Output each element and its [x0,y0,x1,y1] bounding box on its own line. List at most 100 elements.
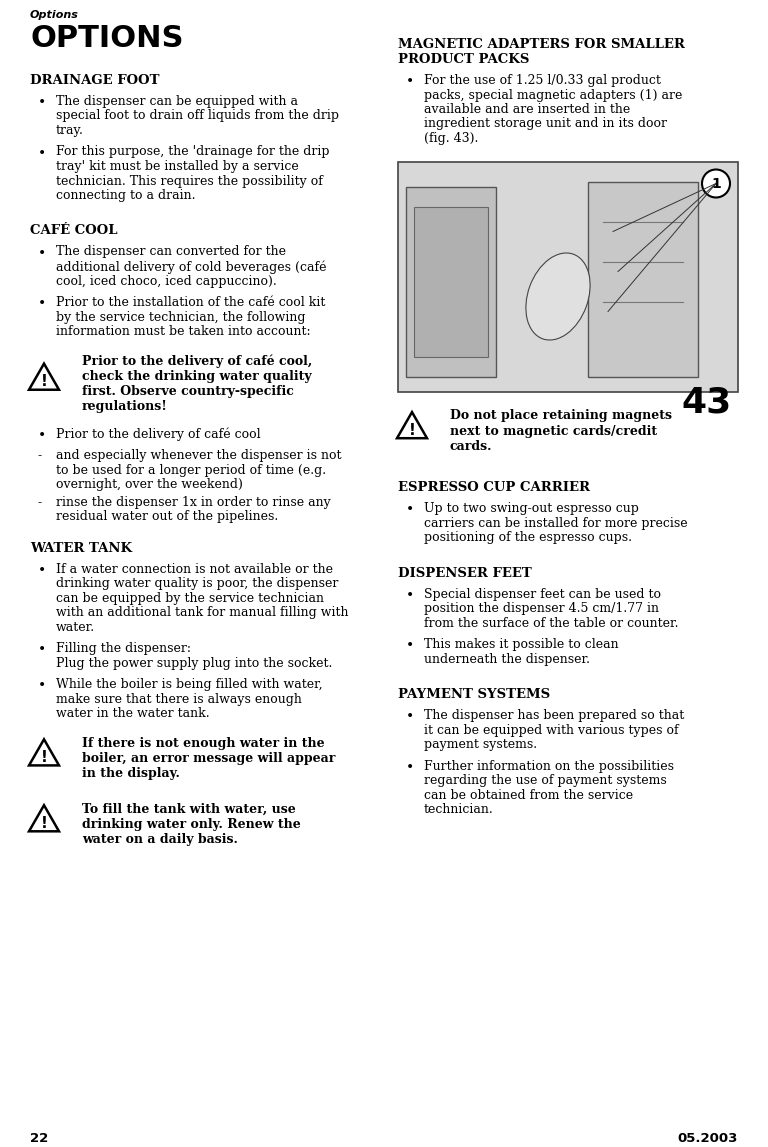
Text: ESPRESSO CUP CARRIER: ESPRESSO CUP CARRIER [398,482,590,494]
Text: While the boiler is being filled with water,: While the boiler is being filled with wa… [56,678,323,692]
Text: payment systems.: payment systems. [424,739,537,751]
Text: to be used for a longer period of time (e.g.: to be used for a longer period of time (… [56,463,326,477]
Text: connecting to a drain.: connecting to a drain. [56,189,196,202]
Text: Do not place retaining magnets: Do not place retaining magnets [450,409,672,422]
Text: Plug the power supply plug into the socket.: Plug the power supply plug into the sock… [56,657,333,670]
Text: The dispenser has been prepared so that: The dispenser has been prepared so that [424,709,684,723]
Text: information must be taken into account:: information must be taken into account: [56,325,310,338]
Text: If there is not enough water in the: If there is not enough water in the [82,736,325,750]
Text: cool, iced choco, iced cappuccino).: cool, iced choco, iced cappuccino). [56,274,276,288]
Text: •: • [406,760,414,775]
Text: •: • [38,96,46,110]
Text: CAFÉ COOL: CAFÉ COOL [30,225,118,237]
Text: For this purpose, the 'drainage for the drip: For this purpose, the 'drainage for the … [56,146,329,158]
FancyBboxPatch shape [398,162,738,391]
Text: drinking water only. Renew the: drinking water only. Renew the [82,818,301,830]
Text: underneath the dispenser.: underneath the dispenser. [424,653,590,666]
Text: can be equipped by the service technician: can be equipped by the service technicia… [56,592,324,604]
Text: This makes it possible to clean: This makes it possible to clean [424,639,619,651]
Text: •: • [38,679,46,693]
Text: •: • [406,504,414,517]
Text: Filling the dispenser:: Filling the dispenser: [56,642,191,655]
Text: water on a daily basis.: water on a daily basis. [82,833,238,846]
Text: !: ! [41,374,48,389]
Text: The dispenser can converted for the: The dispenser can converted for the [56,245,286,258]
Text: drinking water quality is poor, the dispenser: drinking water quality is poor, the disp… [56,577,339,591]
Text: The dispenser can be equipped with a: The dispenser can be equipped with a [56,95,298,108]
Text: Prior to the delivery of café cool: Prior to the delivery of café cool [56,428,260,442]
Text: PRODUCT PACKS: PRODUCT PACKS [398,53,529,67]
Text: •: • [406,710,414,725]
Text: WATER TANK: WATER TANK [30,541,132,555]
Text: !: ! [41,816,48,830]
Text: additional delivery of cold beverages (café: additional delivery of cold beverages (c… [56,260,326,273]
Text: make sure that there is always enough: make sure that there is always enough [56,693,302,705]
Text: position the dispenser 4.5 cm/1.77 in: position the dispenser 4.5 cm/1.77 in [424,602,659,616]
Text: can be obtained from the service: can be obtained from the service [424,789,633,802]
Text: by the service technician, the following: by the service technician, the following [56,311,306,323]
Text: -: - [38,496,42,509]
Text: 1: 1 [711,177,721,190]
Text: packs, special magnetic adapters (1) are: packs, special magnetic adapters (1) are [424,88,683,101]
Text: DISPENSER FEET: DISPENSER FEET [398,567,531,580]
Text: check the drinking water quality: check the drinking water quality [82,369,312,383]
Text: 05.2003: 05.2003 [677,1132,738,1145]
Text: water.: water. [56,621,95,633]
Text: Prior to the installation of the café cool kit: Prior to the installation of the café co… [56,296,326,309]
Text: tray.: tray. [56,124,84,136]
Text: special foot to drain off liquids from the drip: special foot to drain off liquids from t… [56,109,339,123]
Text: •: • [406,588,414,603]
Text: 22: 22 [30,1132,48,1145]
Text: !: ! [409,423,415,438]
Text: •: • [38,147,46,161]
Text: water in the water tank.: water in the water tank. [56,708,210,720]
Text: 43: 43 [682,385,732,420]
Text: •: • [38,643,46,657]
Text: technician.: technician. [424,803,494,817]
Text: cards.: cards. [450,440,492,453]
Text: Options: Options [30,10,79,19]
Text: in the display.: in the display. [82,767,180,780]
Text: -: - [38,450,42,462]
Text: !: ! [41,750,48,765]
Text: OPTIONS: OPTIONS [30,24,184,53]
Bar [414,206,488,357]
Text: •: • [38,297,46,311]
Circle shape [702,170,730,197]
Text: regarding the use of payment systems: regarding the use of payment systems [424,774,667,787]
Text: Special dispenser feet can be used to: Special dispenser feet can be used to [424,588,661,601]
Text: and especially whenever the dispenser is not: and especially whenever the dispenser is… [56,450,342,462]
Text: MAGNETIC ADAPTERS FOR SMALLER: MAGNETIC ADAPTERS FOR SMALLER [398,38,685,50]
Text: DRAINAGE FOOT: DRAINAGE FOOT [30,75,160,87]
Text: rinse the dispenser 1x in order to rinse any: rinse the dispenser 1x in order to rinse… [56,496,331,509]
Text: •: • [38,563,46,578]
Text: PAYMENT SYSTEMS: PAYMENT SYSTEMS [398,688,550,702]
Text: overnight, over the weekend): overnight, over the weekend) [56,478,243,491]
Bar [406,187,496,376]
Text: technician. This requires the possibility of: technician. This requires the possibilit… [56,174,323,187]
Text: positioning of the espresso cups.: positioning of the espresso cups. [424,531,632,545]
Text: Up to two swing-out espresso cup: Up to two swing-out espresso cup [424,502,639,515]
Text: •: • [406,639,414,654]
Text: next to magnetic cards/credit: next to magnetic cards/credit [450,424,657,438]
Text: from the surface of the table or counter.: from the surface of the table or counter… [424,617,678,630]
Text: regulations!: regulations! [82,400,168,413]
Bar [588,181,698,376]
Text: boiler, an error message will appear: boiler, an error message will appear [82,752,336,765]
Text: If a water connection is not available or the: If a water connection is not available o… [56,563,333,576]
Text: •: • [38,429,46,443]
Text: available and are inserted in the: available and are inserted in the [424,103,631,116]
Text: with an additional tank for manual filling with: with an additional tank for manual filli… [56,607,349,619]
Text: first. Observe country-specific: first. Observe country-specific [82,385,294,398]
Text: (fig. 43).: (fig. 43). [424,132,478,145]
Text: carriers can be installed for more precise: carriers can be installed for more preci… [424,517,687,530]
Text: For the use of 1.25 l/0.33 gal product: For the use of 1.25 l/0.33 gal product [424,75,661,87]
Text: residual water out of the pipelines.: residual water out of the pipelines. [56,510,278,523]
Text: it can be equipped with various types of: it can be equipped with various types of [424,724,679,736]
Text: tray' kit must be installed by a service: tray' kit must be installed by a service [56,159,299,173]
Text: Further information on the possibilities: Further information on the possibilities [424,760,674,773]
Text: •: • [38,247,46,260]
Ellipse shape [526,253,590,340]
Text: To fill the tank with water, use: To fill the tank with water, use [82,803,296,816]
Text: ingredient storage unit and in its door: ingredient storage unit and in its door [424,117,667,131]
